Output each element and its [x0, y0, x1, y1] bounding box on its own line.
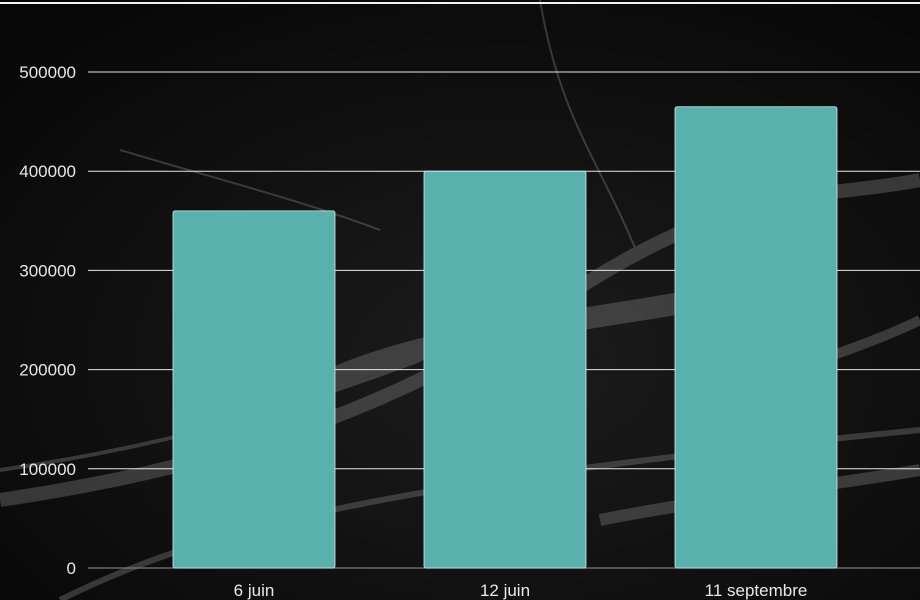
bar [172, 210, 336, 569]
y-tick-label: 100000 [19, 460, 76, 479]
y-tick-label: 500000 [19, 63, 76, 82]
tick-labels: 0 100000 200000 300000 400000 500000 6 juin 12 … [19, 63, 807, 600]
y-tick-label: 200000 [19, 361, 76, 380]
y-tick-label: 300000 [19, 261, 76, 280]
x-tick-label: 11 septembre [705, 581, 808, 600]
bar [423, 170, 587, 569]
bars [172, 106, 838, 569]
bar [674, 106, 838, 569]
x-tick-label: 12 juin [480, 581, 530, 600]
y-tick-label: 0 [67, 559, 76, 578]
x-tick-label: 6 juin [234, 581, 275, 600]
y-tick-label: 400000 [19, 162, 76, 181]
